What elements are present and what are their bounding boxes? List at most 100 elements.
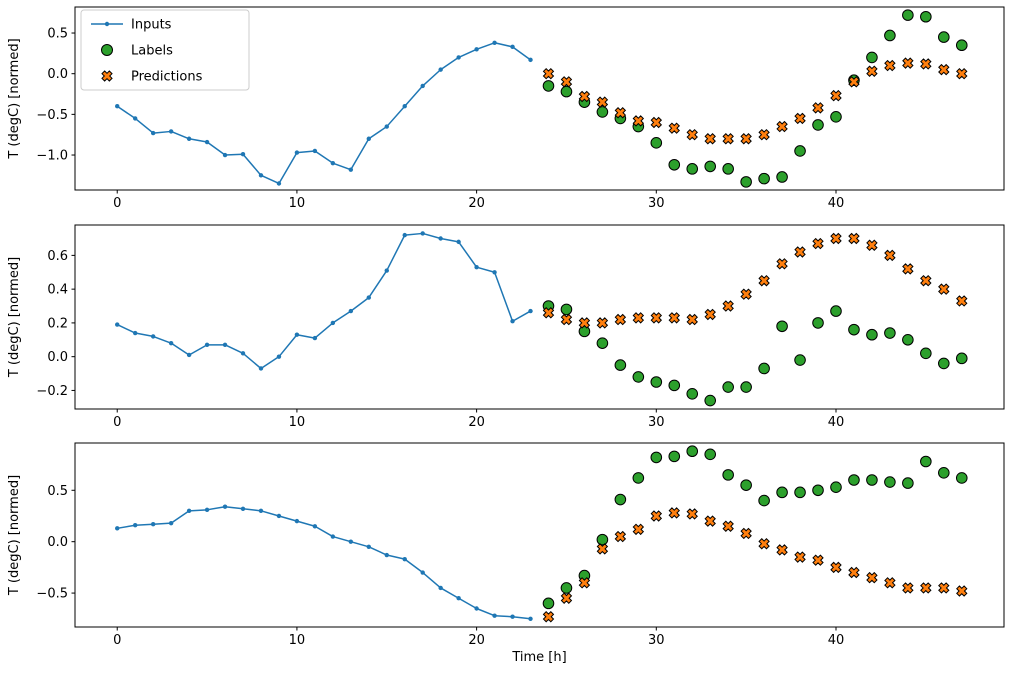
inputs-dot-marker [474,47,479,52]
prediction-x-marker [758,128,770,141]
prediction-x-marker [794,551,806,563]
prediction-x-marker [776,544,788,556]
inputs-dot-marker [402,104,407,109]
inputs-dot-marker [132,116,138,121]
prediction-x-marker [884,249,896,262]
prediction-x-marker [668,122,680,134]
prediction-x-marker [830,89,842,102]
inputs-line [117,505,531,620]
inputs-dot-marker [186,508,192,514]
label-circle-marker [668,379,681,392]
legend-label: Inputs [131,18,172,33]
y-tick-label: −0.2 [36,384,68,399]
inputs-dot-marker [348,539,354,544]
inputs-dot-marker [258,366,264,371]
inputs-dot-marker [150,130,156,136]
inputs-dot-marker [258,173,264,178]
label-circle-marker [794,145,806,157]
label-circle-marker [776,320,788,333]
inputs-dot-marker [115,526,120,531]
label-circle-marker [704,448,717,461]
inputs-dot-marker [492,40,497,45]
prediction-x-marker [956,67,968,80]
inputs-dot-marker [456,596,461,601]
inputs-dot-marker [168,129,174,134]
inputs-dot-marker [294,332,300,337]
prediction-x-marker [758,538,770,550]
prediction-x-marker [956,295,968,307]
inputs-dot-marker [474,265,479,270]
inputs-dot-marker [222,342,228,348]
prediction-x-marker [686,313,698,326]
prediction-x-marker [848,566,860,579]
x-tick-label: 40 [828,633,845,648]
y-axis: 0.6 0.4 0.2 0.0 −0.2 [36,249,75,399]
prediction-x-marker [902,263,914,275]
label-circle-marker [686,163,699,175]
axes-frame [74,442,1005,628]
inputs-dot-marker [312,335,318,341]
inputs-dot-marker [474,606,479,611]
subplot-2: 0 10 20 30 40 0.6 0.4 0.2 0.0 −0.2 T (degC) [norme… [7,224,1005,430]
prediction-x-marker [938,63,950,76]
label-circle-marker [794,486,806,499]
prediction-x-marker [578,90,591,103]
y-tick-label: −0.5 [36,108,68,123]
prediction-x-marker [776,120,788,133]
inputs-dot-marker [186,136,192,141]
label-circle-marker [902,9,914,21]
inputs-dot-marker [420,231,425,236]
x-tick-label: 30 [648,196,665,211]
y-tick-label: 0.0 [47,350,68,365]
x-tick-label: 20 [468,196,485,211]
label-circle-marker [614,359,627,371]
y-tick-label: 0.5 [47,484,68,499]
y-axis: 0.5 0.0 −0.5 −1.0 [36,27,75,164]
inputs-dot-marker [240,351,246,356]
inputs-dot-marker [222,504,228,509]
axes-frame [74,224,1005,410]
x-axis-label: Time [h] [511,650,566,665]
label-circle-marker [776,486,788,499]
label-circle-marker [812,317,824,329]
prediction-x-marker [740,133,752,145]
y-tick-label: 0.5 [47,27,68,42]
prediction-x-marker [650,510,663,522]
legend-label: Labels [131,44,173,59]
label-circle-marker [740,176,752,188]
legend-predictions-x-icon [101,70,113,82]
prediction-x-marker [632,312,645,324]
x-tick-label: 20 [468,633,485,648]
labels-series [542,445,968,610]
label-circle-marker [955,39,968,52]
inputs-dot-marker [222,152,228,158]
label-circle-marker [632,472,645,484]
label-circle-marker [848,323,860,336]
x-axis: 0 10 20 30 40 [113,627,844,648]
prediction-x-marker [578,317,591,329]
inputs-dot-marker [276,513,282,519]
label-circle-marker [776,171,788,183]
prediction-x-marker [704,308,716,321]
label-circle-marker [884,29,896,42]
inputs-dot-marker [366,136,371,141]
prediction-x-marker [902,582,914,594]
prediction-x-marker [542,610,555,623]
inputs-dot-marker [402,232,407,238]
inputs-dot-marker [510,614,515,619]
prediction-x-marker [668,507,680,519]
inputs-series [115,40,533,186]
inputs-dot-marker [150,522,156,527]
prediction-x-marker [560,592,573,604]
prediction-x-marker [740,527,752,540]
prediction-x-marker [686,128,698,141]
inputs-dot-marker [258,508,264,514]
label-circle-marker [704,394,717,407]
x-tick-label: 0 [113,196,121,211]
label-circle-marker [794,354,806,366]
label-circle-marker [722,381,734,393]
x-tick-label: 0 [113,415,121,430]
axes-background [75,443,1004,627]
inputs-dot-marker [492,613,497,618]
label-circle-marker [955,472,968,484]
